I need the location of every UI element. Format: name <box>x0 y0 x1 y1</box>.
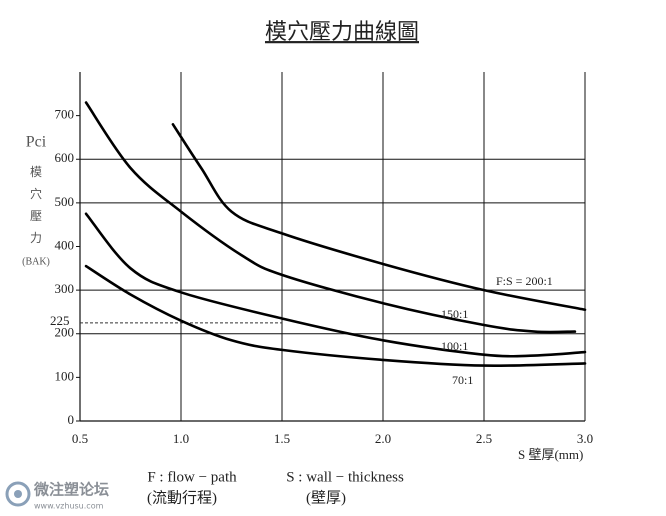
y-tick-label: 600 <box>55 150 75 165</box>
watermark-text: 微注塑论坛 <box>33 481 109 499</box>
series-label: F:S = 200:1 <box>496 274 553 288</box>
curve <box>84 101 577 334</box>
watermark-url: www.vzhusu.com <box>34 502 104 511</box>
annotation: S : wall − thickness <box>286 469 404 485</box>
y-axis-label: 壓 <box>30 209 42 223</box>
series-label: 70:1 <box>452 373 473 387</box>
x-tick-label: 1.0 <box>173 431 189 446</box>
y-axis-label: 模 <box>30 165 42 179</box>
x-tick-label: 2.0 <box>375 431 391 446</box>
curve <box>84 264 587 367</box>
watermark-logo <box>5 481 31 507</box>
y-axis-label: 力 <box>30 231 42 245</box>
y-tick-label: 700 <box>55 107 75 122</box>
y-tick-label: 0 <box>68 412 75 427</box>
x-tick-label: 0.5 <box>72 431 88 446</box>
y-axis-label: (BAK) <box>22 256 50 267</box>
series-label: 100:1 <box>441 339 468 353</box>
series-label: 150:1 <box>441 307 468 321</box>
x-tick-label: 3.0 <box>577 431 593 446</box>
y-tick-label: 100 <box>55 368 75 383</box>
y-tick-label: 500 <box>55 194 75 209</box>
annotation: F : flow − path <box>147 469 237 485</box>
reference-label: 225 <box>50 313 70 328</box>
y-axis-label: Pci <box>26 134 47 151</box>
x-axis-label: S 壁厚(mm) <box>518 447 583 462</box>
x-tick-label: 2.5 <box>476 431 492 446</box>
curve <box>84 212 587 358</box>
x-tick-label: 1.5 <box>274 431 290 446</box>
annotation: (流動行程) <box>147 489 217 506</box>
chart-title: 模穴壓力曲線圖 <box>265 19 419 44</box>
y-axis-label: 穴 <box>30 186 42 201</box>
curve <box>171 123 587 312</box>
annotation: (壁厚) <box>306 489 346 506</box>
y-tick-label: 200 <box>55 325 75 340</box>
y-tick-label: 400 <box>55 237 75 252</box>
y-tick-label: 300 <box>55 281 75 296</box>
